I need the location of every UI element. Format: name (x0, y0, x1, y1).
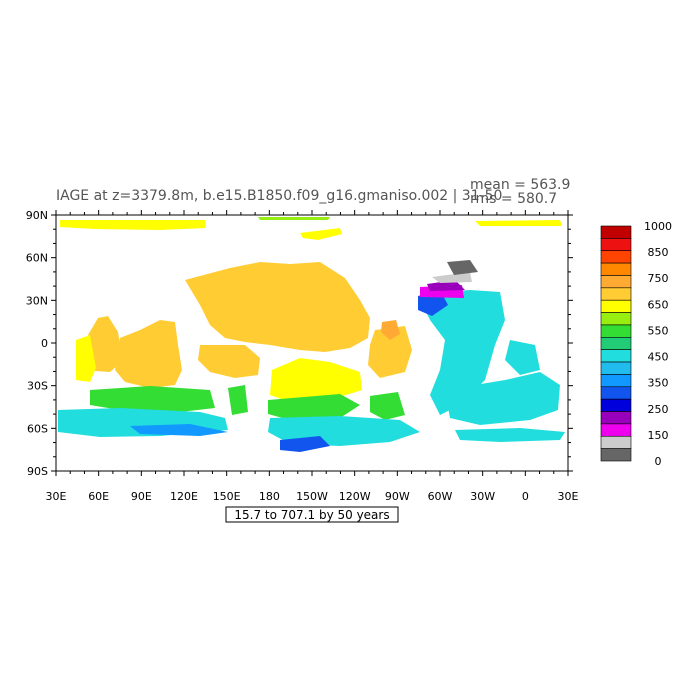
colorbar-swatch (600, 349, 632, 363)
colorbar-swatch (600, 262, 632, 276)
x-tick-label: 180 (259, 490, 280, 503)
x-tick-label: 60W (428, 490, 453, 503)
colorbar-swatch (600, 312, 632, 326)
region-weddell (455, 428, 565, 442)
x-tick-label: 30E (46, 490, 67, 503)
colorbar-swatch (600, 361, 632, 375)
region-east-atlantic (505, 340, 540, 375)
region-so-green-2 (228, 385, 248, 415)
region-arctic (60, 220, 206, 230)
region-north-pacific (185, 262, 370, 352)
region-so-green-3 (268, 394, 360, 420)
x-tick-label: 120W (339, 490, 371, 503)
mean-stat: mean = 563.9 (470, 177, 570, 193)
region-east-pacific (368, 326, 412, 378)
y-tick-label: 90N (26, 209, 48, 222)
region-atlantic (420, 290, 505, 415)
colorbar-swatch (600, 411, 632, 425)
region-galapagos (381, 320, 400, 340)
region-indian-west (76, 335, 96, 382)
region-indian-main (115, 320, 182, 388)
region-so-blue-2 (280, 436, 330, 452)
colorbar-label: 550 (648, 324, 669, 337)
colorbar-swatch (600, 225, 632, 239)
colorbar-swatch (600, 324, 632, 338)
x-tick-label: 90W (385, 490, 410, 503)
y-tick-label: 60N (26, 252, 48, 265)
colorbar-label: 150 (648, 429, 669, 442)
colorbar-label: 0 (655, 455, 662, 468)
region-arctic-yellow (300, 228, 342, 240)
y-tick-label: 30S (27, 380, 48, 393)
info-box-text: 15.7 to 707.1 by 50 years (234, 508, 389, 522)
region-nordic-purple (427, 280, 465, 291)
colorbar-swatch (600, 423, 632, 437)
y-tick-label: 30N (26, 294, 48, 307)
colorbar-label: 350 (648, 377, 669, 390)
colorbar-swatch (600, 398, 632, 412)
y-tick-label: 60S (27, 422, 48, 435)
colorbar-swatch (600, 250, 632, 264)
x-tick-label: 150E (213, 490, 241, 503)
region-south-pacific-yellow (270, 358, 362, 402)
y-tick-label: 0 (41, 337, 48, 350)
region-nordic-grey (432, 272, 472, 283)
map-panel: 30E 60E 90E 120E 150E 180 150W 120W 90W 60W 30W 0 30… (26, 209, 579, 503)
colorbar-swatch (600, 448, 632, 462)
region-nordic-dark (447, 260, 478, 275)
region-so-blue-1 (130, 424, 228, 436)
field-shapes (58, 217, 565, 452)
region-arctic-east (475, 220, 562, 226)
region-arctic-green (258, 217, 330, 220)
colorbar-swatch (600, 386, 632, 400)
colorbar-swatch (600, 299, 632, 313)
x-tick-label: 0 (522, 490, 529, 503)
region-so-green-1 (90, 386, 215, 412)
x-tick-label: 30W (470, 490, 495, 503)
y-axis: 90N 60N 30N 0 30S 60S 90S (26, 209, 573, 478)
colorbar-label: 1000 (644, 220, 672, 233)
colorbar-label: 850 (648, 246, 669, 259)
colorbar-swatch (600, 337, 632, 350)
colorbar-swatch (600, 374, 632, 388)
colorbar-label: 750 (648, 272, 669, 285)
colorbar-label: 650 (648, 298, 669, 311)
info-box-frame (225, 506, 399, 523)
x-tick-label: 30E (558, 490, 579, 503)
region-indian-north (88, 316, 120, 372)
y-tick-label: 90S (27, 465, 48, 478)
x-tick-label: 60E (88, 490, 109, 503)
region-south-atlantic (445, 372, 560, 425)
x-tick-label: 120E (170, 490, 198, 503)
colorbar-label: 450 (648, 351, 669, 364)
chart-title: IAGE at z=3379.8m, b.e15.B1850.f09_g16.g… (56, 188, 502, 204)
colorbar-swatch (600, 287, 632, 301)
colorbar: 1000 850 750 650 550 450 350 250 150 0 (600, 220, 672, 468)
x-tick-label: 150W (296, 490, 328, 503)
info-box: 15.7 to 707.1 by 50 years (225, 506, 399, 523)
region-so-green-4 (370, 392, 405, 420)
colorbar-swatch (600, 275, 632, 289)
region-pacific-west (198, 345, 260, 378)
colorbar-swatch (600, 238, 632, 252)
x-tick-label: 90E (131, 490, 152, 503)
colorbar-swatch (600, 435, 632, 449)
colorbar-label: 250 (648, 403, 669, 416)
x-axis: 30E 60E 90E 120E 150E 180 150W 120W 90W 60W 30W 0 30… (46, 210, 579, 503)
rms-stat: rms = 580.7 (470, 191, 557, 207)
